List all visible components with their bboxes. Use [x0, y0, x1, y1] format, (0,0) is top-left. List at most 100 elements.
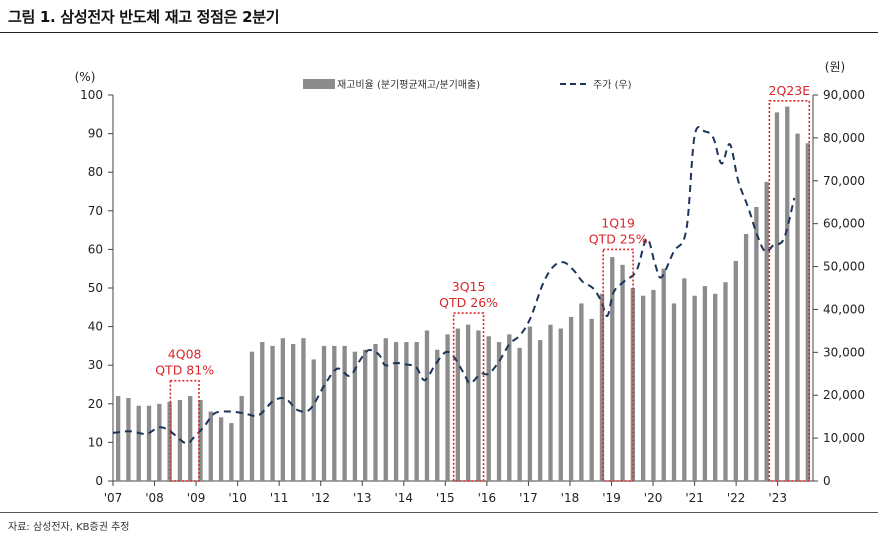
bar [363, 349, 368, 481]
bar [538, 340, 543, 481]
bar [157, 403, 162, 481]
legend: 재고비율 (분기평균재고/분기매출) 주가 (우) [303, 79, 632, 91]
x-tick-label: '15 [436, 491, 455, 505]
bar [610, 257, 615, 481]
footer-divider [0, 512, 878, 513]
y-tick-label-left: 0 [95, 474, 103, 488]
bar [682, 278, 687, 481]
y-tick-label-left: 100 [80, 88, 103, 102]
annotation-label: 2Q23E [769, 83, 811, 98]
bar [198, 399, 203, 481]
bar-series [115, 106, 811, 482]
y-tick-label-right: 70,000 [823, 174, 865, 188]
bar [342, 345, 347, 481]
bar [290, 343, 296, 481]
x-tick-label: '19 [602, 491, 621, 505]
bar [517, 347, 522, 481]
bar [352, 351, 358, 481]
bar [476, 330, 481, 481]
line-series [112, 126, 796, 445]
bar [764, 181, 769, 481]
bar [424, 330, 430, 481]
annotation-box [602, 248, 634, 482]
y-tick-label-right: 40,000 [823, 302, 865, 316]
bar [373, 343, 378, 481]
bar [507, 334, 512, 481]
bar [280, 338, 286, 481]
bar [743, 233, 749, 481]
bar [795, 133, 800, 481]
bar [465, 324, 471, 481]
y-tick-label-left: 30 [88, 358, 103, 372]
x-tick-label: '20 [644, 491, 663, 505]
y-tick-label-right: 80,000 [823, 131, 865, 145]
bar [640, 295, 646, 481]
bar [321, 345, 327, 481]
x-tick-label: '10 [228, 491, 247, 505]
bar [239, 396, 244, 481]
bar [754, 206, 759, 481]
bar [568, 316, 574, 481]
annotation-sublabel: QTD 26% [439, 295, 498, 310]
x-tick-label: '07 [104, 491, 123, 505]
bar [558, 328, 563, 481]
x-tick-label: '09 [187, 491, 206, 505]
bar [651, 289, 656, 481]
x-tick-label: '08 [145, 491, 164, 505]
bar [496, 342, 502, 481]
y-tick-label-right: 60,000 [823, 217, 865, 231]
y-tick-label-left: 70 [88, 204, 103, 218]
bar [136, 405, 141, 481]
y-tick-label-right: 50,000 [823, 260, 865, 274]
bar [527, 326, 533, 481]
bar [733, 260, 738, 481]
bar [332, 345, 337, 481]
y-tick-label-right: 0 [823, 474, 831, 488]
annotation-box [768, 99, 811, 482]
bar [404, 342, 409, 481]
x-tick-label: '22 [727, 491, 746, 505]
bar [383, 338, 388, 481]
annotation-label: 3Q15 [452, 279, 486, 294]
bar [270, 345, 275, 481]
bar [486, 336, 491, 481]
y-tick-label-left: 10 [88, 435, 103, 449]
y-tick-label-left: 60 [88, 242, 103, 256]
x-tick-label: '23 [768, 491, 787, 505]
x-tick-label: '12 [311, 491, 330, 505]
bar [229, 423, 234, 481]
source-note: 자료: 삼성전자, KB증권 추정 [8, 522, 130, 533]
axes: 0 10 20 30 40 50 60 70 80 90 100 0 10,000 20,000 30,00… [75, 60, 865, 505]
bar [455, 328, 461, 481]
y-tick-label-left: 40 [88, 320, 103, 334]
bar [723, 282, 728, 481]
bar [548, 324, 553, 481]
y-tick-label-right: 90,000 [823, 88, 865, 102]
stock-price-line [112, 126, 796, 445]
y-axis-unit-right: (원) [825, 60, 845, 74]
annotation-label: 4Q08 [168, 347, 202, 362]
x-tick-label: '21 [685, 491, 704, 505]
annotation-sublabel: QTD 25% [589, 231, 648, 246]
legend-bar-label: 재고비율 (분기평균재고/분기매출) [337, 79, 480, 91]
bar [785, 106, 790, 481]
bar [599, 293, 605, 481]
bar [435, 349, 440, 481]
bar [774, 112, 780, 482]
annotation-box [452, 312, 485, 482]
bar [589, 318, 594, 481]
y-tick-label-left: 90 [88, 127, 103, 141]
title-divider [0, 32, 878, 33]
annotation-sublabel: QTD 81% [155, 363, 214, 378]
y-tick-label-left: 20 [88, 397, 103, 411]
bar [208, 411, 213, 481]
x-tick-label: '17 [519, 491, 538, 505]
bar [188, 396, 193, 481]
y-tick-label-left: 50 [88, 281, 103, 295]
bar [311, 359, 316, 481]
bar [702, 286, 708, 481]
bar [713, 293, 718, 481]
bar [805, 143, 811, 481]
